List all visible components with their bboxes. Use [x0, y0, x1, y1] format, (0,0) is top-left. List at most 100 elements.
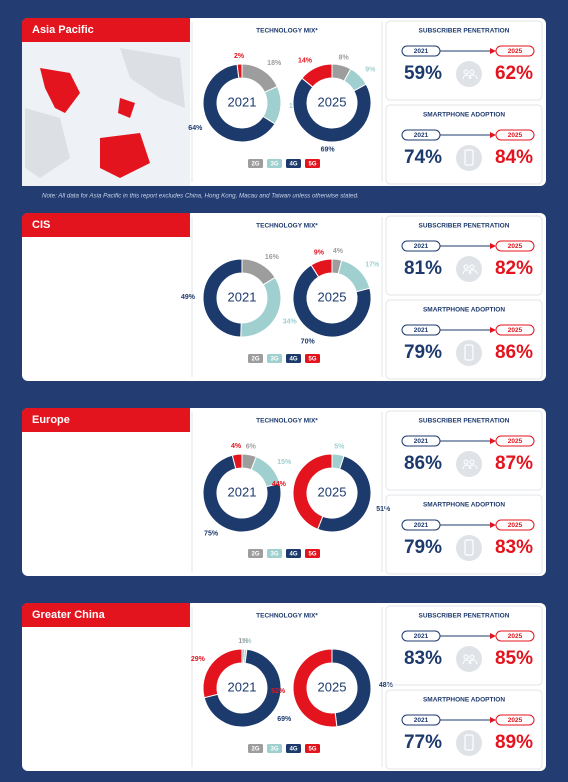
technology-title: TECHNOLOGY MIX* [256, 28, 318, 35]
icon-circle [456, 61, 482, 87]
year-pill-label: 2021 [414, 243, 429, 250]
legend-label: 3G [270, 161, 278, 167]
year-pill-label: 2021 [414, 327, 429, 334]
legend-label: 2G [251, 551, 259, 557]
segment-label: 69% [321, 147, 336, 154]
year-pill [401, 519, 441, 531]
kpi-value: 83% [404, 648, 442, 669]
donut-segment [292, 264, 372, 338]
donut-segment [202, 258, 243, 338]
segment-label: 8% [339, 54, 350, 61]
donut-segment [231, 453, 243, 470]
year-pill-label: 2025 [508, 243, 523, 250]
year-pill-label: 2021 [414, 522, 429, 529]
legend-swatch [267, 549, 282, 558]
map-region [40, 68, 150, 178]
card [22, 408, 546, 576]
segment-label: 49% [181, 294, 196, 301]
segment-label: 9% [314, 250, 325, 257]
arrow-head [490, 327, 496, 333]
donut-year: 2021 [228, 679, 257, 694]
phone-icon [464, 539, 474, 556]
year-pill-label: 2021 [414, 717, 429, 724]
kpi-box [385, 299, 543, 380]
legend-swatch [267, 744, 282, 753]
icon-circle [456, 730, 482, 756]
region-tab [22, 213, 190, 237]
kpi-box [385, 689, 543, 770]
legend-label: 2G [251, 161, 259, 167]
legend-label: 5G [308, 551, 316, 557]
donut-year: 2025 [318, 94, 347, 109]
legend-label: 2G [251, 746, 259, 752]
year-pill [495, 240, 535, 252]
arrow-head [490, 717, 496, 723]
arrow-head [490, 132, 496, 138]
kpi-value: 59% [404, 63, 442, 84]
donut-segment [202, 648, 243, 699]
year-pill-label: 2021 [414, 48, 429, 55]
donut-segment [202, 63, 276, 143]
legend-swatch [248, 354, 263, 363]
segment-label: 15% [277, 459, 292, 466]
kpi-value: 77% [404, 732, 442, 753]
segment-label: 1% [241, 638, 252, 645]
donut-year: 2021 [228, 289, 257, 304]
legend-swatch [267, 159, 282, 168]
icon-circle [456, 256, 482, 282]
segment-label: 4% [333, 248, 344, 255]
kpi-value: 86% [495, 342, 533, 363]
donut-segment [310, 258, 333, 278]
donut-segment [203, 648, 282, 728]
legend-label: 2G [251, 356, 259, 362]
year-pill-label: 2025 [508, 717, 523, 724]
icon-circle [456, 340, 482, 366]
kpi-value: 84% [495, 147, 533, 168]
year-pill [495, 519, 535, 531]
legend-swatch [305, 549, 320, 558]
segment-label: 5% [334, 443, 345, 450]
donut-segment [292, 77, 372, 143]
region-card: Europe TECHNOLOGY MIX* 6% 15% 75% 4% 2021 5% 51%… [22, 408, 546, 576]
arrow-head [490, 48, 496, 54]
legend-label: 4G [289, 356, 297, 362]
donut-year: 2025 [318, 289, 347, 304]
year-pill-label: 2025 [508, 48, 523, 55]
region-name: CIS [32, 219, 50, 231]
segment-label: 1% [238, 638, 249, 645]
kpi-value: 86% [404, 453, 442, 474]
legend-swatch [248, 159, 263, 168]
technology-title: TECHNOLOGY MIX* [256, 418, 318, 425]
kpi-box [385, 20, 543, 101]
segment-label: 44% [272, 481, 287, 488]
segment-label: 6% [246, 444, 257, 451]
kpi-value: 79% [404, 537, 442, 558]
donut-segment [292, 453, 333, 530]
kpi-value: 79% [404, 342, 442, 363]
year-pill [495, 714, 535, 726]
year-pill-label: 2025 [508, 132, 523, 139]
people-icon [462, 69, 478, 80]
segment-label: 4% [231, 443, 242, 450]
map [22, 36, 190, 186]
legend-label: 3G [270, 356, 278, 362]
legend-label: 4G [289, 746, 297, 752]
segment-label: 14% [298, 57, 313, 64]
region-name: Asia Pacific [32, 24, 94, 36]
technology-title: TECHNOLOGY MIX* [256, 613, 318, 620]
kpi-title: SUBSCRIBER PENETRATION [419, 223, 510, 230]
segment-label: 34% [283, 318, 298, 325]
segment-label: 64% [188, 125, 203, 132]
legend-swatch [305, 744, 320, 753]
year-pill [401, 240, 441, 252]
arrow-head [490, 438, 496, 444]
year-pill [401, 630, 441, 642]
kpi-title: SMARTPHONE ADOPTION [423, 307, 505, 314]
kpi-value: 87% [495, 453, 533, 474]
legend-swatch [286, 354, 301, 363]
phone-icon [464, 149, 474, 166]
kpi-value: 62% [495, 63, 533, 84]
kpi-box [385, 410, 543, 491]
kpi-title: SUBSCRIBER PENETRATION [419, 613, 510, 620]
